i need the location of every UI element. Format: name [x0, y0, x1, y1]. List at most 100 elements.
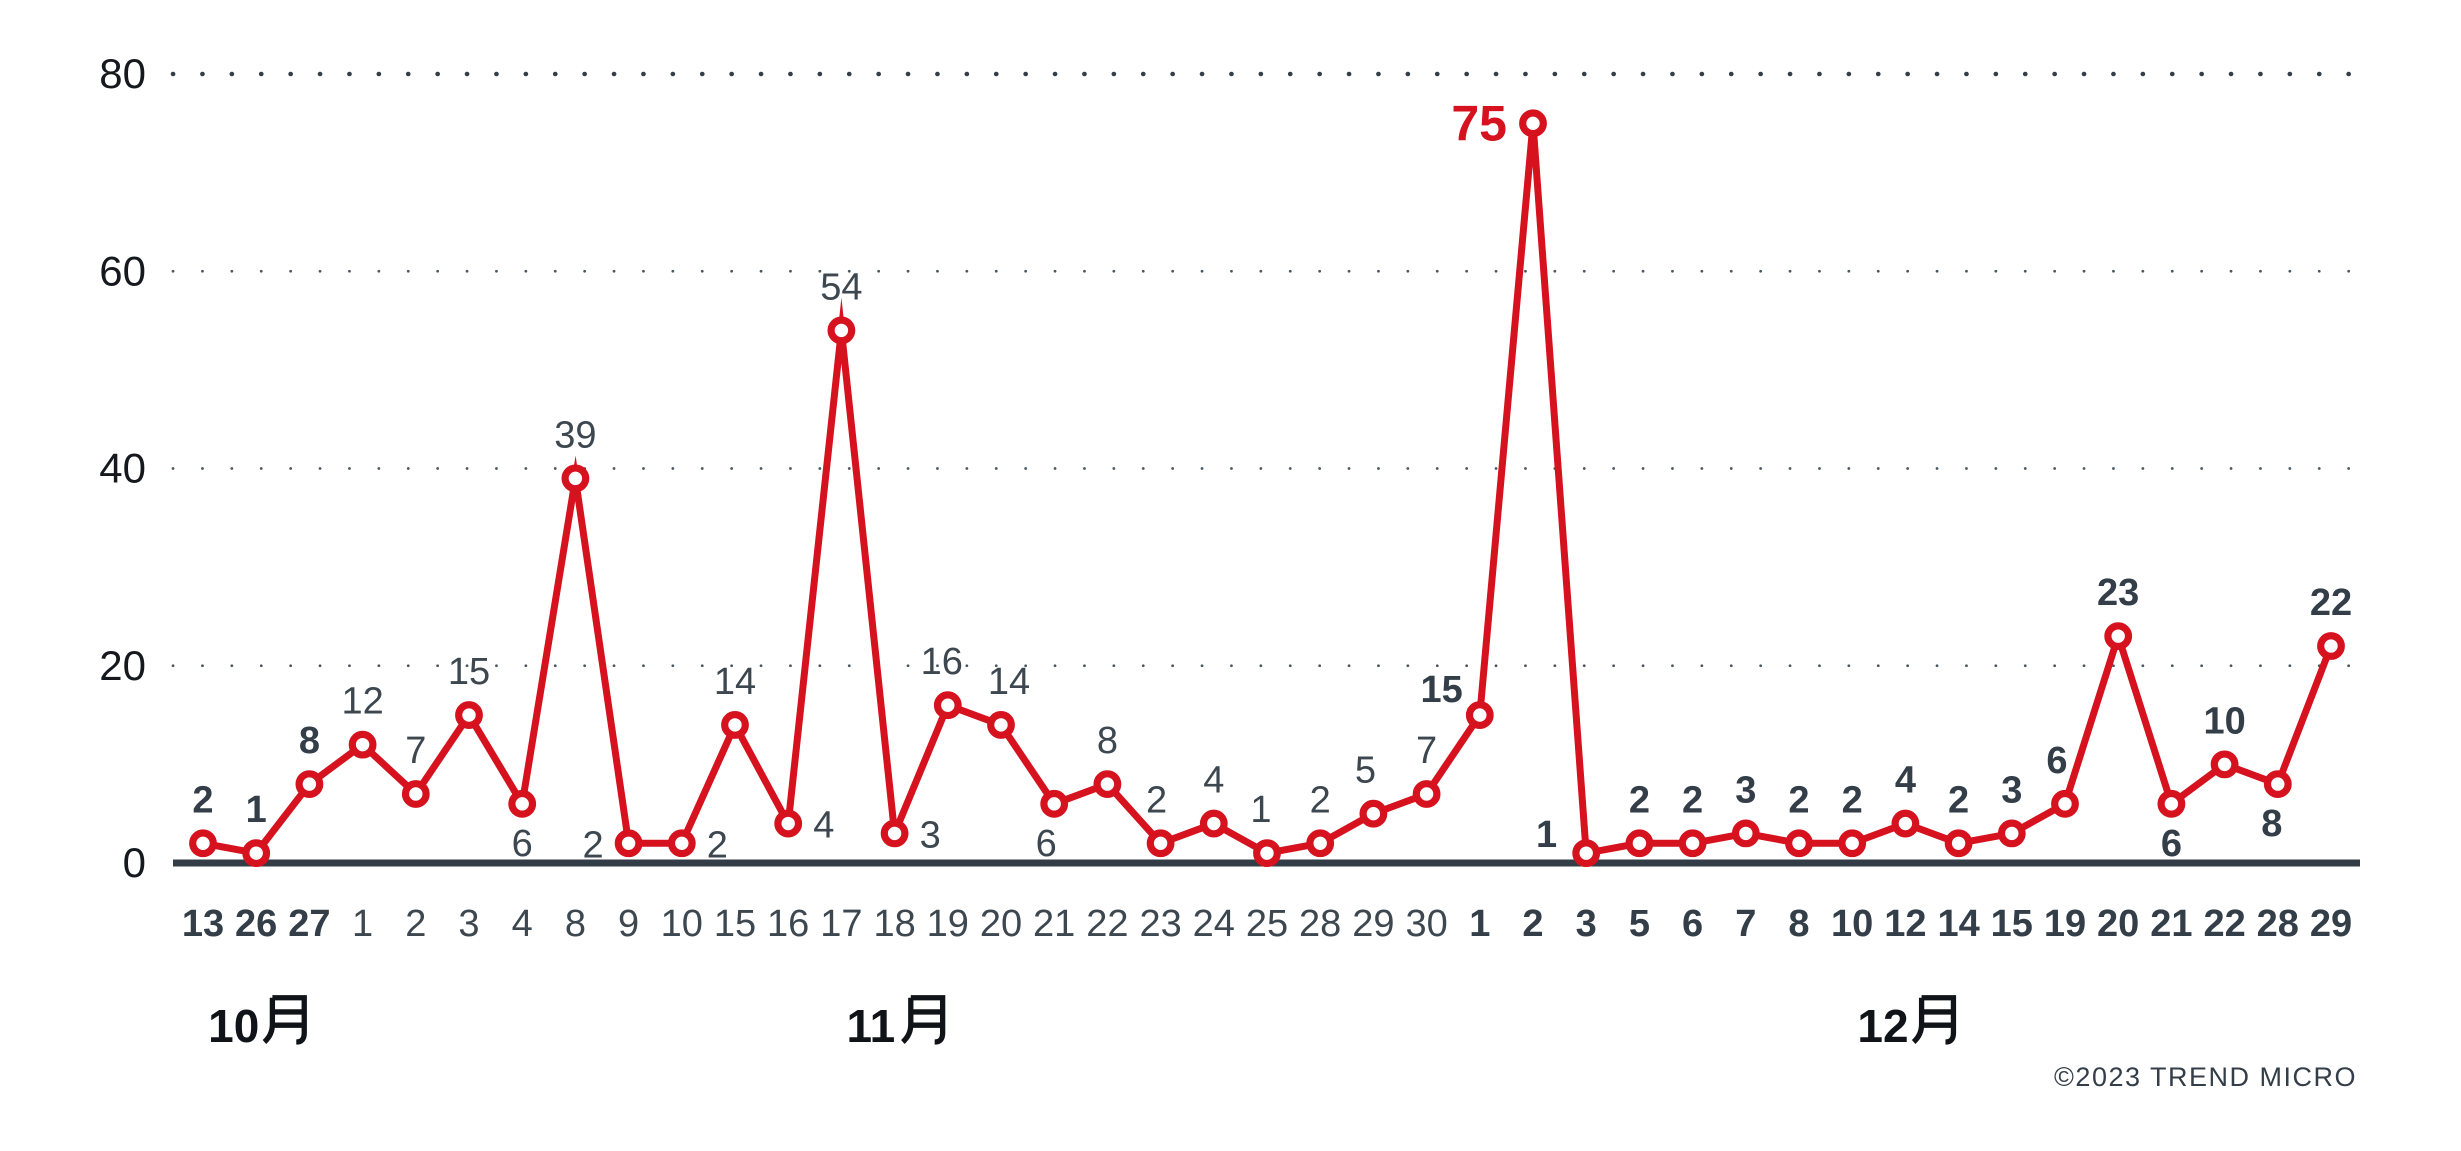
x-tick-label: 21 — [1033, 903, 1075, 945]
x-tick-label: 10 — [1831, 903, 1873, 945]
value-label: 12 — [341, 681, 383, 723]
y-tick-label: 80 — [99, 50, 146, 97]
value-label: 8 — [1097, 720, 1118, 762]
value-label: 3 — [1735, 769, 1756, 811]
x-tick-label: 23 — [1139, 903, 1181, 945]
data-point-marker — [2317, 632, 2345, 660]
data-point-marker — [1146, 829, 1175, 858]
x-tick-label: 8 — [565, 903, 586, 945]
y-tick-label: 40 — [99, 445, 146, 492]
month-label-digits: 12 — [1857, 1000, 1908, 1052]
x-tick-label: 21 — [2150, 903, 2192, 945]
data-line — [202, 122, 2335, 858]
data-point-marker — [2051, 789, 2079, 818]
x-tick-label: 8 — [1788, 903, 1809, 945]
value-label: 7 — [1416, 730, 1437, 772]
value-label: 14 — [988, 661, 1030, 703]
x-tick-label: 16 — [767, 903, 809, 945]
data-point-marker — [1199, 809, 1228, 838]
x-tick-label: 1 — [1469, 903, 1490, 945]
data-point-marker — [614, 829, 643, 858]
x-tick-label: 28 — [1299, 903, 1341, 945]
x-tick-label: 29 — [2310, 903, 2352, 945]
value-label: 1 — [1250, 789, 1271, 831]
value-label: 54 — [820, 266, 862, 308]
value-label: 8 — [2261, 803, 2282, 845]
x-tick-label: 15 — [1991, 903, 2033, 945]
data-point-marker — [189, 829, 217, 858]
value-label: 2 — [1682, 779, 1703, 821]
data-point-marker — [1731, 819, 1760, 848]
x-tick-label: 19 — [927, 903, 969, 945]
x-tick-label: 22 — [2203, 903, 2245, 945]
value-label: 6 — [512, 823, 533, 865]
data-point-marker — [1997, 819, 2026, 848]
month-label-12: 12 — [1857, 995, 1957, 1052]
data-point-marker — [1678, 829, 1707, 858]
x-tick-label: 26 — [235, 903, 277, 945]
value-label: 6 — [2161, 823, 2182, 865]
x-tick-label: 27 — [288, 903, 330, 945]
data-point-marker — [1838, 829, 1867, 858]
data-point-marker — [1359, 799, 1388, 828]
data-point-marker — [1891, 809, 1920, 838]
x-tick-label: 30 — [1405, 903, 1447, 945]
value-label: 2 — [1788, 779, 1809, 821]
data-point-marker — [401, 780, 430, 808]
x-tick-label: 15 — [714, 903, 756, 945]
month-kanji-glyph — [1911, 995, 1957, 1045]
month-label-digits: 10 — [208, 1000, 259, 1052]
data-point-marker — [1625, 829, 1654, 858]
data-point-marker — [295, 770, 324, 798]
value-label: 14 — [714, 661, 756, 703]
data-point-marker — [242, 839, 271, 868]
value-label: 2 — [192, 779, 213, 821]
value-label: 15 — [448, 651, 490, 693]
value-label: 7 — [405, 730, 426, 772]
y-tick-label: 20 — [99, 642, 146, 689]
x-tick-label: 3 — [1576, 903, 1597, 945]
x-tick-label: 9 — [618, 903, 639, 945]
value-label: 4 — [1203, 760, 1224, 802]
data-point-marker — [667, 829, 696, 858]
x-tick-label: 4 — [512, 903, 533, 945]
x-tick-label: 2 — [1522, 903, 1543, 945]
data-point-marker — [348, 730, 377, 759]
x-tick-label: 28 — [2257, 903, 2299, 945]
x-tick-label: 19 — [2044, 903, 2086, 945]
x-tick-label: 22 — [1086, 903, 1128, 945]
value-label: 3 — [2001, 769, 2022, 811]
data-point-marker — [774, 809, 803, 838]
value-label: 2 — [1629, 779, 1650, 821]
value-label: 15 — [1421, 669, 1463, 711]
value-label: 6 — [2046, 740, 2067, 782]
value-label: 2 — [1948, 779, 1969, 821]
data-point-marker — [1412, 780, 1441, 808]
x-tick-label: 6 — [1682, 903, 1703, 945]
x-tick-label: 29 — [1352, 903, 1394, 945]
x-tick-label: 18 — [873, 903, 915, 945]
data-point-marker — [1093, 770, 1122, 798]
y-tick-label: 60 — [99, 247, 146, 294]
data-point-marker — [1253, 839, 1281, 868]
x-tick-label: 20 — [980, 903, 1022, 945]
data-point-marker — [1306, 829, 1335, 858]
data-point-marker — [561, 464, 590, 493]
x-tick-label: 2 — [405, 903, 426, 945]
value-label: 39 — [554, 414, 596, 456]
data-point-marker — [987, 711, 1015, 739]
value-label: 23 — [2097, 572, 2139, 614]
x-tick-label: 24 — [1193, 903, 1235, 945]
month-label-10: 10 — [208, 995, 307, 1052]
x-tick-label: 10 — [661, 903, 703, 945]
value-label: 2 — [1310, 779, 1331, 821]
value-label: 8 — [299, 720, 320, 762]
month-label-digits: 11 — [847, 1000, 896, 1052]
value-label: 2 — [1842, 779, 1863, 821]
month-kanji-glyph — [900, 995, 946, 1045]
x-tick-label: 3 — [458, 903, 479, 945]
copyright-text: ©2023 TREND MICRO — [2054, 1062, 2357, 1092]
x-tick-label: 17 — [820, 903, 862, 945]
